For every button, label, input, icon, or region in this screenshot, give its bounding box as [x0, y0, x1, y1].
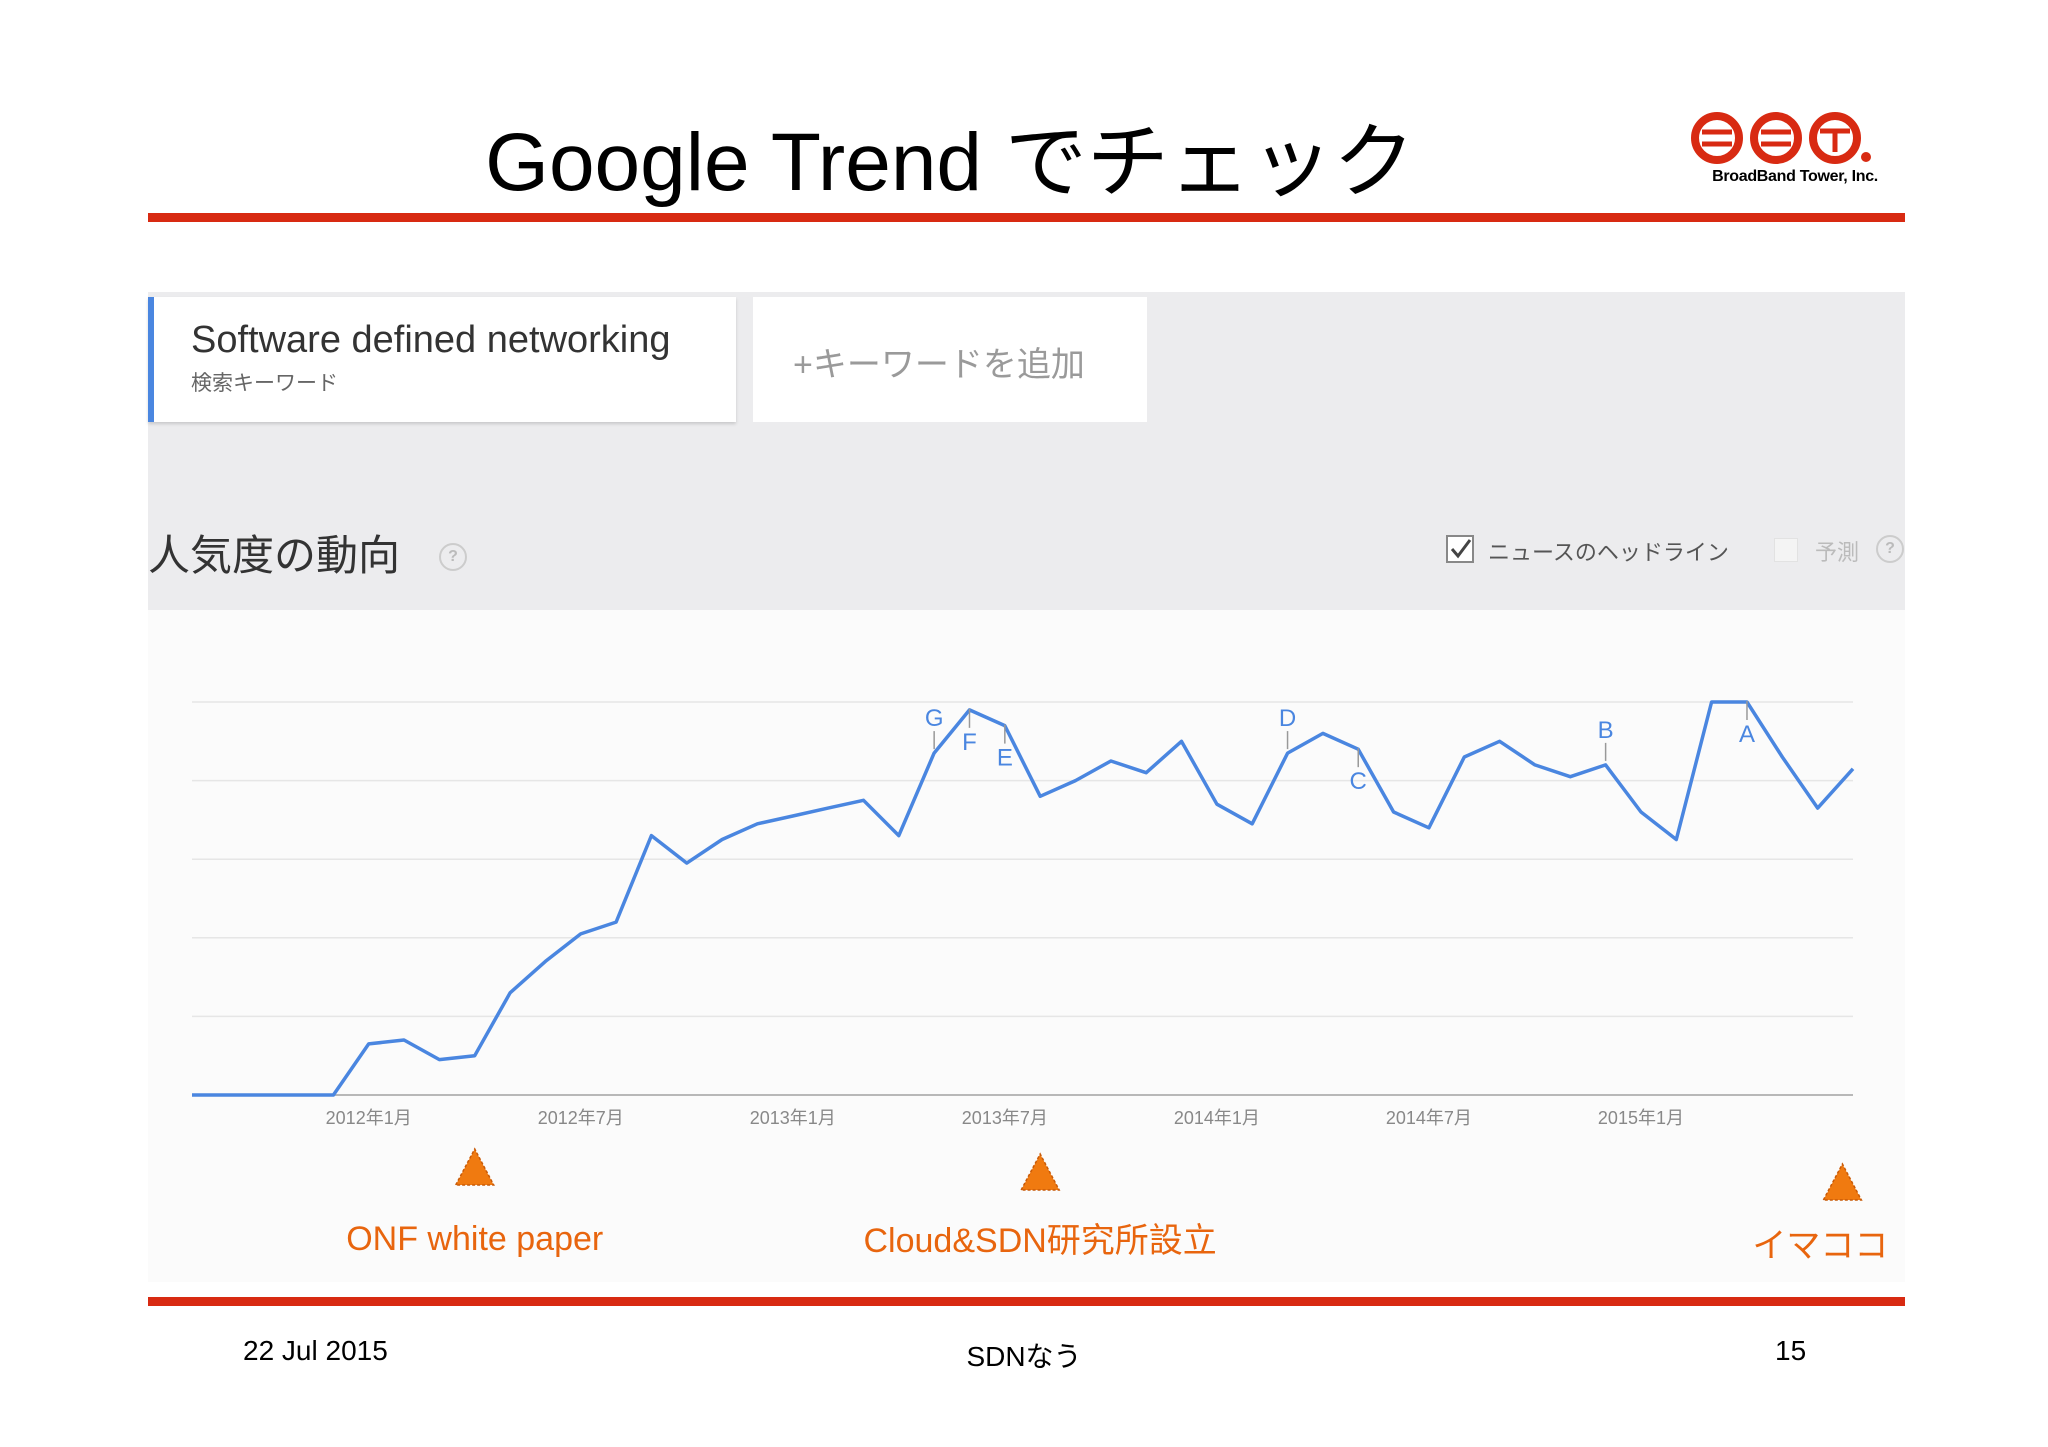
event-marker — [1822, 1162, 1863, 1201]
trend-line — [192, 700, 1855, 1097]
x-tick-label: 2014年1月 — [1174, 1108, 1260, 1128]
x-tick-label: 2013年1月 — [750, 1108, 836, 1128]
event-marker — [1019, 1152, 1061, 1191]
annotation-label: B — [1598, 717, 1614, 744]
event-label: Cloud&SDN研究所設立 — [863, 1222, 1217, 1260]
annotation-label: F — [962, 729, 977, 756]
forecast-help-icon[interactable]: ? — [1876, 535, 1904, 563]
annotation-label: A — [1739, 721, 1755, 748]
event-label: イマココ — [1752, 1227, 1889, 1265]
news-headlines-checkbox[interactable] — [1446, 535, 1474, 563]
keyword-card[interactable]: Software defined networking 検索キーワード — [148, 297, 736, 422]
event-marker — [454, 1147, 495, 1186]
company-logo — [1691, 112, 1871, 164]
annotation-label: G — [925, 705, 944, 732]
event-label: ONF white paper — [346, 1220, 604, 1258]
footer-rule — [148, 1297, 1905, 1306]
company-name: BroadBand Tower, Inc. — [1712, 168, 1878, 185]
x-tick-label: 2014年7月 — [1386, 1108, 1472, 1128]
slide-title: Google Trend でチェック — [485, 117, 1415, 208]
help-icon[interactable]: ? — [439, 543, 467, 571]
page-number: 15 — [1775, 1335, 1807, 1366]
x-tick-label: 2015年1月 — [1598, 1108, 1684, 1128]
x-tick-label: 2013年7月 — [962, 1108, 1048, 1128]
annotation-label: E — [997, 745, 1013, 772]
x-tick-label: 2012年1月 — [326, 1108, 412, 1128]
x-tick-label: 2012年7月 — [538, 1108, 624, 1128]
keyword-title: Software defined networking — [191, 319, 671, 361]
check-icon — [1450, 539, 1472, 559]
annotation-label: C — [1350, 768, 1367, 795]
forecast-checkbox[interactable] — [1774, 538, 1798, 562]
chart-area — [148, 610, 1905, 1282]
footer-date: 22 Jul 2015 — [243, 1335, 388, 1366]
add-keyword-label: +キーワードを追加 — [793, 346, 1085, 384]
footer-title: SDNなう — [966, 1341, 1082, 1372]
news-headlines-label: ニュースのヘッドライン — [1488, 540, 1729, 565]
forecast-label: 予測 — [1815, 540, 1860, 565]
add-keyword-button[interactable]: +キーワードを追加 — [753, 297, 1147, 422]
annotation-label: D — [1279, 705, 1296, 732]
section-title: 人気度の動向 — [148, 532, 401, 579]
keyword-type: 検索キーワード — [191, 372, 338, 395]
header-rule — [148, 213, 1905, 222]
